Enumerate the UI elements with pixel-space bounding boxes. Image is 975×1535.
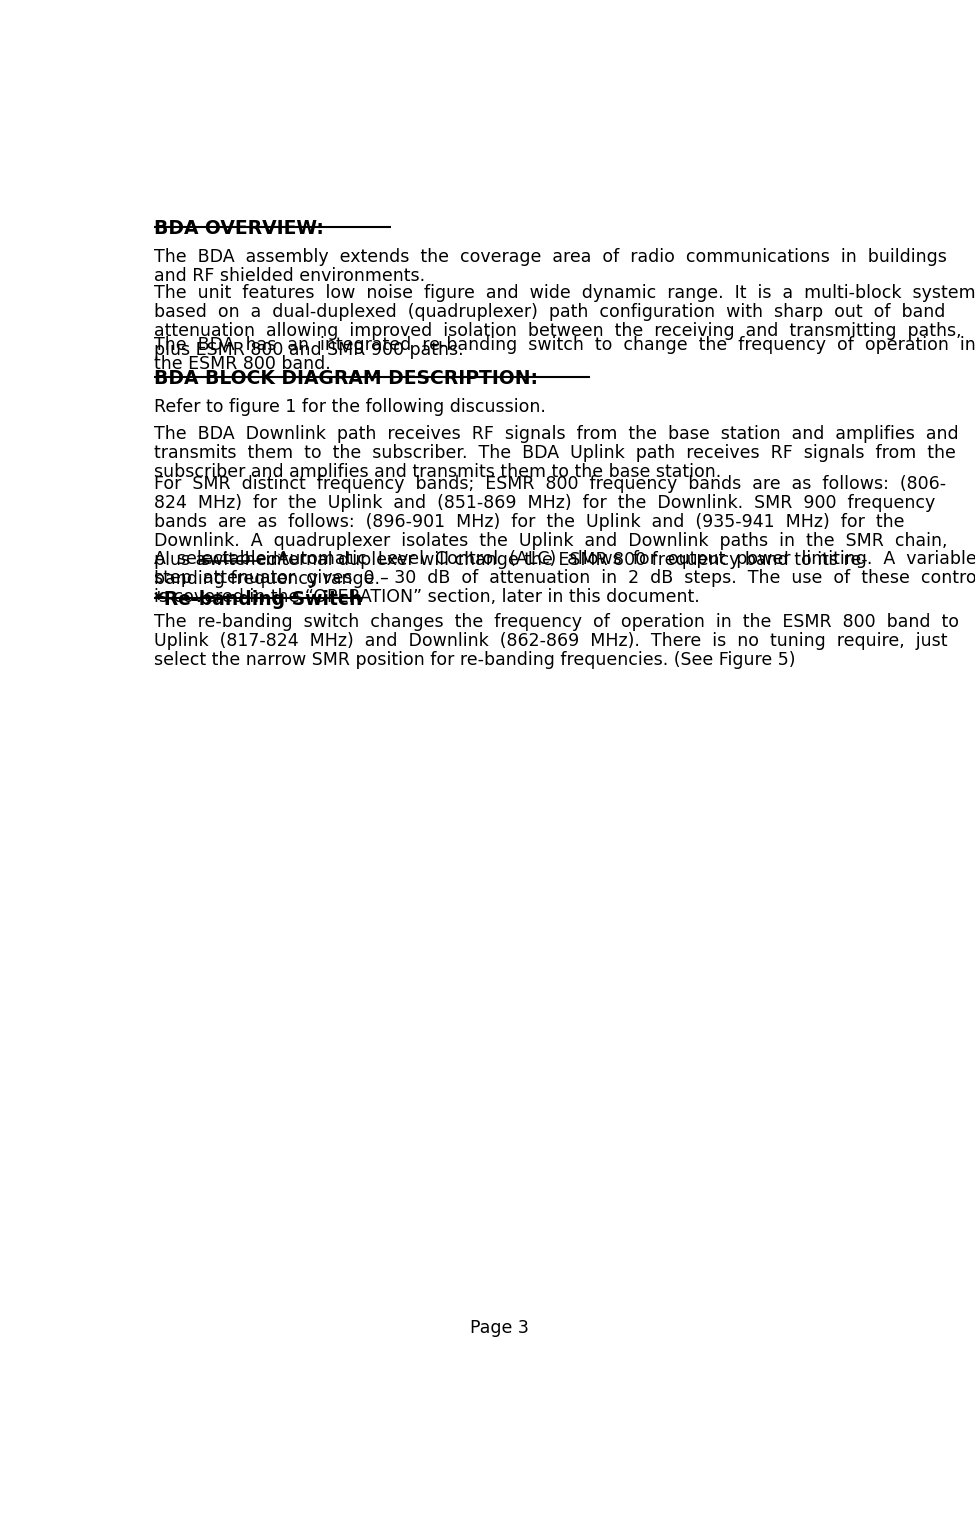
Text: banding frequency range.: banding frequency range. (154, 569, 380, 588)
Text: Page 3: Page 3 (470, 1319, 529, 1337)
Text: 824  MHz)  for  the  Uplink  and  (851-869  MHz)  for  the  Downlink.  SMR  900 : 824 MHz) for the Uplink and (851-869 MHz… (154, 494, 936, 513)
Text: The  BDA  has  an  integrated  re-banding  switch  to  change  the  frequency  o: The BDA has an integrated re-banding swi… (154, 336, 975, 355)
Text: Downlink.  A  quadruplexer  isolates  the  Uplink  and  Downlink  paths  in  the: Downlink. A quadruplexer isolates the Up… (154, 531, 948, 550)
Text: plus a: plus a (154, 551, 213, 569)
Text: The  BDA  assembly  extends  the  coverage  area  of  radio  communications  in : The BDA assembly extends the coverage ar… (154, 249, 948, 266)
Text: select the narrow SMR position for re-banding frequencies. (See Figure 5): select the narrow SMR position for re-ba… (154, 651, 796, 669)
Text: bands  are  as  follows:  (896-901  MHz)  for  the  Uplink  and  (935-941  MHz) : bands are as follows: (896-901 MHz) for … (154, 513, 905, 531)
Text: A  selectable  Automatic  Level  Control  (ALC)  allows  for  output  power  lim: A selectable Automatic Level Control (AL… (154, 550, 975, 568)
Text: step  attenuator  gives  0 – 30  dB  of  attenuation  in  2  dB  steps.  The  us: step attenuator gives 0 – 30 dB of atten… (154, 569, 975, 586)
Text: The  BDA  Downlink  path  receives  RF  signals  from  the  base  station  and  : The BDA Downlink path receives RF signal… (154, 425, 959, 444)
Text: Uplink  (817-824  MHz)  and  Downlink  (862-869  MHz).  There  is  no  tuning  r: Uplink (817-824 MHz) and Downlink (862-8… (154, 632, 948, 649)
Text: *Re-banding Switch: *Re-banding Switch (154, 589, 363, 609)
Text: BDA OVERVIEW:: BDA OVERVIEW: (154, 220, 325, 238)
Text: The  unit  features  low  noise  figure  and  wide  dynamic  range.  It  is  a  : The unit features low noise figure and w… (154, 284, 975, 302)
Text: plus ESMR 800 and SMR 900 paths.: plus ESMR 800 and SMR 900 paths. (154, 341, 464, 359)
Text: and RF shielded environments.: and RF shielded environments. (154, 267, 425, 286)
Text: the ESMR 800 band.: the ESMR 800 band. (154, 355, 332, 373)
Text: transmits  them  to  the  subscriber.  The  BDA  Uplink  path  receives  RF  sig: transmits them to the subscriber. The BD… (154, 444, 956, 462)
Text: subscriber and amplifies and transmits them to the base station.: subscriber and amplifies and transmits t… (154, 464, 722, 480)
Text: The  re-banding  switch  changes  the  frequency  of  operation  in  the  ESMR  : The re-banding switch changes the freque… (154, 612, 959, 631)
Text: attenuation  allowing  improved  isolation  between  the  receiving  and  transm: attenuation allowing improved isolation … (154, 322, 962, 341)
Text: BDA BLOCK DIAGRAM DESCRIPTION:: BDA BLOCK DIAGRAM DESCRIPTION: (154, 368, 538, 388)
Text: is covered in the “OPERATION” section, later in this document.: is covered in the “OPERATION” section, l… (154, 588, 700, 606)
Text: For  SMR  distinct  frequency  bands;  ESMR  800  frequency  bands  are  as  fol: For SMR distinct frequency bands; ESMR 8… (154, 476, 947, 493)
Text: Refer to figure 1 for the following discussion.: Refer to figure 1 for the following disc… (154, 398, 546, 416)
Text: internal duplexer will change the ESMR 800 frequency band to its re-: internal duplexer will change the ESMR 8… (259, 551, 868, 569)
Text: based  on  a  dual-duplexed  (quadruplexer)  path  configuration  with  sharp  o: based on a dual-duplexed (quadruplexer) … (154, 304, 946, 321)
Text: switched*: switched* (201, 551, 287, 569)
